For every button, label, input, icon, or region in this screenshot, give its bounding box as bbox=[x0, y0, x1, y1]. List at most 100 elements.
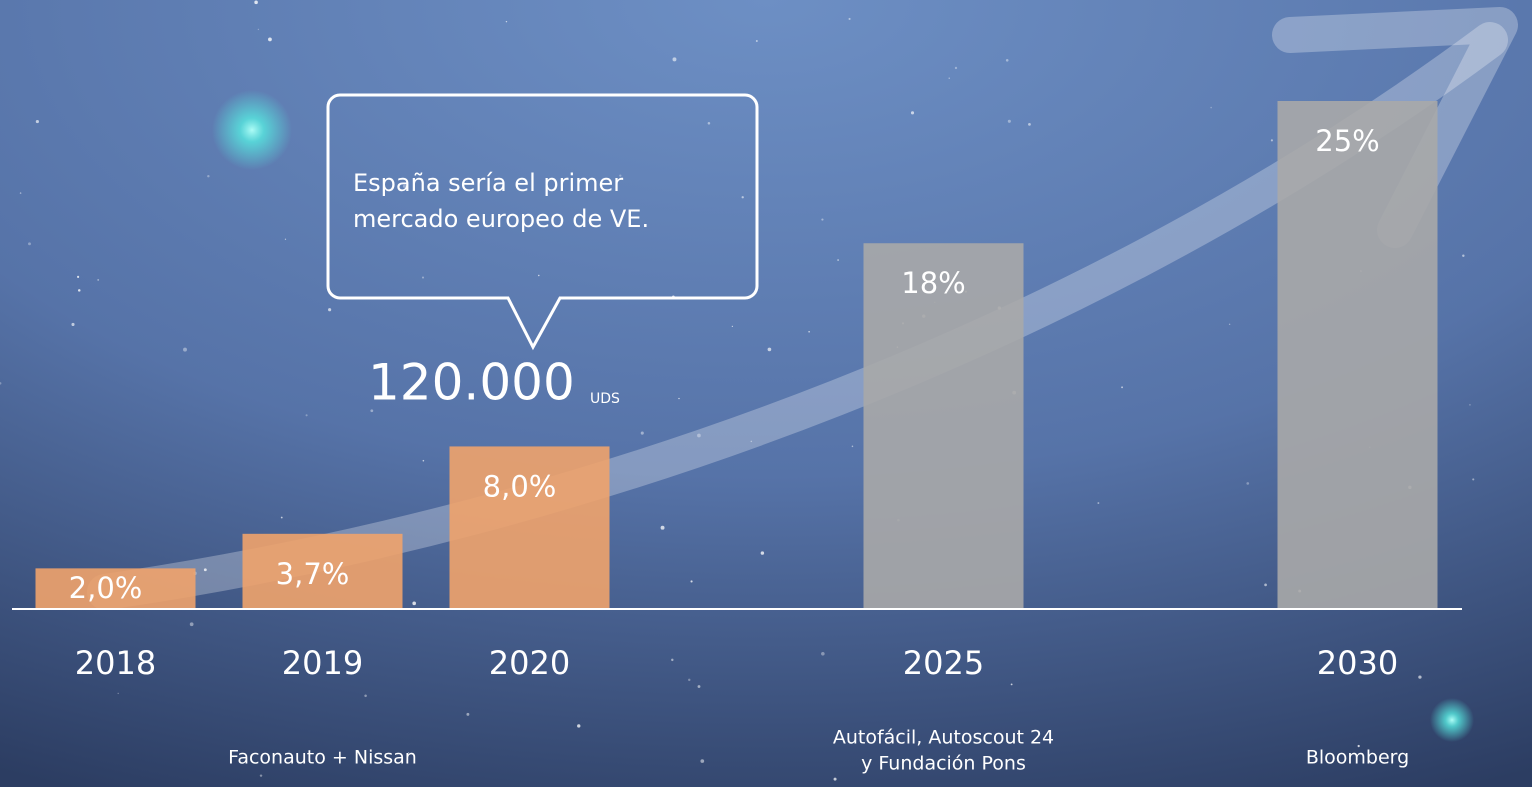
x-tick-label: 2030 bbox=[1317, 644, 1398, 682]
star bbox=[35, 119, 39, 124]
star bbox=[851, 445, 854, 448]
star bbox=[750, 440, 753, 443]
star bbox=[848, 17, 851, 21]
star bbox=[268, 37, 272, 42]
star bbox=[1097, 502, 1100, 505]
x-tick-label: 2025 bbox=[903, 644, 984, 682]
star bbox=[1228, 323, 1231, 326]
source-text: Bloomberg bbox=[1306, 747, 1409, 769]
star bbox=[1462, 254, 1465, 257]
star bbox=[741, 196, 744, 199]
star bbox=[700, 759, 705, 763]
star bbox=[77, 289, 81, 292]
source-text: Autofácil, Autoscout 24 bbox=[833, 727, 1054, 749]
star bbox=[421, 276, 425, 279]
star bbox=[767, 347, 772, 352]
bar bbox=[242, 533, 403, 609]
star bbox=[619, 174, 622, 177]
star bbox=[466, 712, 470, 716]
star bbox=[821, 652, 825, 656]
star bbox=[1472, 478, 1475, 481]
star-glow bbox=[212, 90, 292, 170]
star bbox=[259, 774, 263, 777]
star bbox=[402, 184, 407, 188]
star bbox=[364, 694, 367, 698]
star bbox=[760, 551, 765, 555]
star bbox=[1210, 106, 1212, 109]
star bbox=[954, 66, 958, 70]
star bbox=[640, 431, 644, 435]
callout-text: España sería el primer bbox=[353, 169, 623, 197]
star bbox=[408, 752, 410, 754]
star bbox=[755, 39, 758, 42]
x-tick-label: 2019 bbox=[282, 644, 363, 682]
star bbox=[28, 242, 31, 246]
star bbox=[1264, 583, 1267, 587]
star bbox=[577, 724, 581, 728]
bar bbox=[863, 243, 1024, 610]
star bbox=[821, 218, 824, 221]
value-label: 25% bbox=[1315, 124, 1379, 158]
star bbox=[1357, 744, 1360, 748]
bar bbox=[35, 568, 196, 609]
star bbox=[697, 433, 701, 438]
value-label: 3,7% bbox=[276, 557, 350, 591]
star bbox=[203, 568, 207, 572]
star bbox=[660, 525, 665, 530]
star bbox=[671, 658, 674, 662]
star bbox=[688, 678, 691, 682]
value-label: 18% bbox=[901, 266, 965, 300]
star bbox=[207, 174, 210, 178]
star bbox=[697, 685, 701, 688]
star bbox=[505, 20, 508, 23]
star bbox=[305, 414, 308, 417]
star bbox=[117, 692, 119, 695]
value-label: 8,0% bbox=[483, 469, 557, 503]
star bbox=[412, 601, 416, 606]
star bbox=[97, 278, 100, 281]
source-text: Faconauto + Nissan bbox=[228, 747, 417, 769]
bar bbox=[449, 446, 610, 609]
annotation-figure: 120.000 bbox=[368, 354, 575, 412]
star bbox=[1469, 404, 1471, 406]
star bbox=[257, 28, 260, 31]
star bbox=[0, 382, 2, 385]
star bbox=[77, 275, 80, 278]
star bbox=[833, 777, 837, 781]
star bbox=[284, 238, 287, 240]
source-text: y Fundación Pons bbox=[861, 753, 1026, 775]
star bbox=[672, 57, 677, 62]
star bbox=[280, 516, 283, 519]
star bbox=[808, 330, 810, 333]
star bbox=[1028, 122, 1031, 126]
star bbox=[19, 192, 22, 194]
star bbox=[1121, 386, 1123, 389]
star bbox=[707, 121, 711, 125]
star bbox=[690, 580, 693, 583]
value-label: 2,0% bbox=[69, 571, 143, 605]
callout bbox=[326, 93, 759, 351]
star bbox=[678, 397, 680, 400]
star bbox=[837, 259, 839, 261]
star bbox=[1010, 683, 1013, 686]
x-tick-label: 2020 bbox=[489, 644, 570, 682]
bar bbox=[1277, 101, 1438, 609]
star bbox=[183, 347, 187, 352]
star bbox=[254, 0, 258, 5]
x-tick-label: 2018 bbox=[75, 644, 156, 682]
star bbox=[1005, 58, 1009, 62]
star bbox=[189, 622, 194, 627]
star bbox=[1270, 139, 1273, 142]
star-glow bbox=[1430, 698, 1474, 742]
star bbox=[328, 308, 332, 312]
star bbox=[370, 409, 374, 413]
star bbox=[1418, 675, 1422, 679]
star bbox=[1007, 119, 1011, 123]
star bbox=[422, 459, 425, 462]
callout-text: mercado europeo de VE. bbox=[353, 205, 649, 233]
star bbox=[1246, 482, 1250, 485]
star bbox=[71, 322, 75, 327]
star bbox=[910, 111, 915, 115]
star bbox=[948, 77, 950, 79]
